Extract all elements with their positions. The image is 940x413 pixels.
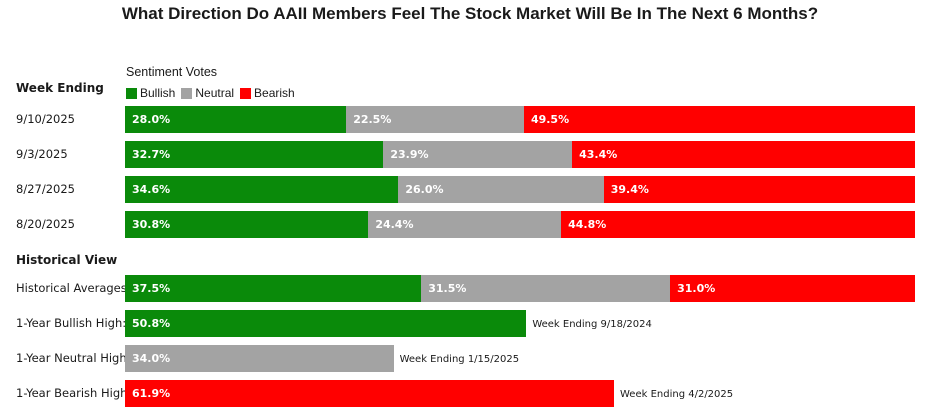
- bar-bullish-8-27-2025: 34.6%: [125, 175, 399, 203]
- bar-neutral-historical-averages: 31.5%: [421, 274, 671, 302]
- bar-bullish-8-20-2025: 30.8%: [125, 210, 369, 238]
- row-label-1-year-bullish-high: 1-Year Bullish High:: [16, 316, 127, 330]
- bar-bearish-8-27-2025: 39.4%: [603, 175, 915, 203]
- bar-bearish-9-10-2025: 49.5%: [523, 105, 915, 133]
- legend-swatch-bearish: [240, 87, 252, 99]
- bar-1-year-bearish-high: 61.9%: [125, 379, 614, 407]
- legend-item-neutral: Neutral: [181, 86, 234, 100]
- bar-bearish-8-20-2025: 44.8%: [561, 210, 915, 238]
- bar-1-year-neutral-high: 34.0%: [125, 344, 394, 372]
- legend: Bullish Neutral Bearish: [126, 86, 301, 100]
- note-1-year-neutral-high: Week Ending 1/15/2025: [399, 353, 520, 365]
- bar-neutral-9-3-2025: 23.9%: [383, 140, 573, 168]
- bar-neutral-8-27-2025: 26.0%: [398, 175, 604, 203]
- legend-swatch-neutral: [181, 87, 193, 99]
- legend-title: Sentiment Votes: [126, 65, 218, 79]
- legend-label-bullish: Bullish: [140, 86, 176, 100]
- note-1-year-bearish-high: Week Ending 4/2/2025: [620, 388, 734, 400]
- legend-item-bullish: Bullish: [126, 86, 175, 100]
- section-week-ending: Week Ending: [16, 81, 104, 95]
- chart-title: What Direction Do AAII Members Feel The …: [121, 4, 819, 23]
- row-label-1-year-neutral-high: 1-Year Neutral High: [16, 351, 127, 365]
- row-label-week-9-10-2025: 9/10/2025: [16, 112, 75, 126]
- bar-neutral-9-10-2025: 22.5%: [346, 105, 524, 133]
- row-label-week-8-27-2025: 8/27/2025: [16, 182, 75, 196]
- legend-label-neutral: Neutral: [195, 86, 235, 100]
- legend-swatch-bullish: [126, 87, 137, 99]
- bar-bullish-9-10-2025: 28.0%: [125, 105, 347, 133]
- bar-neutral-8-20-2025: 24.4%: [368, 210, 562, 238]
- note-1-year-bullish-high: Week Ending 9/18/2024: [532, 318, 652, 330]
- bar-bearish-9-3-2025: 43.4%: [572, 140, 915, 168]
- bar-bullish-9-3-2025: 32.7%: [125, 140, 384, 168]
- bar-1-year-bullish-high: 50.8%: [125, 309, 527, 337]
- section-historical-view: Historical View: [16, 253, 118, 267]
- bar-bearish-historical-averages: 31.0%: [670, 274, 915, 302]
- legend-label-bearish: Bearish: [254, 86, 295, 100]
- row-label-historical-averages: Historical Averages: [16, 281, 127, 295]
- legend-item-bearish: Bearish: [240, 86, 295, 100]
- bar-bullish-historical-averages: 37.5%: [125, 274, 422, 302]
- row-label-week-9-3-2025: 9/3/2025: [16, 147, 68, 161]
- row-label-week-8-20-2025: 8/20/2025: [16, 217, 75, 231]
- row-label-1-year-bearish-high: 1-Year Bearish High: [16, 386, 128, 400]
